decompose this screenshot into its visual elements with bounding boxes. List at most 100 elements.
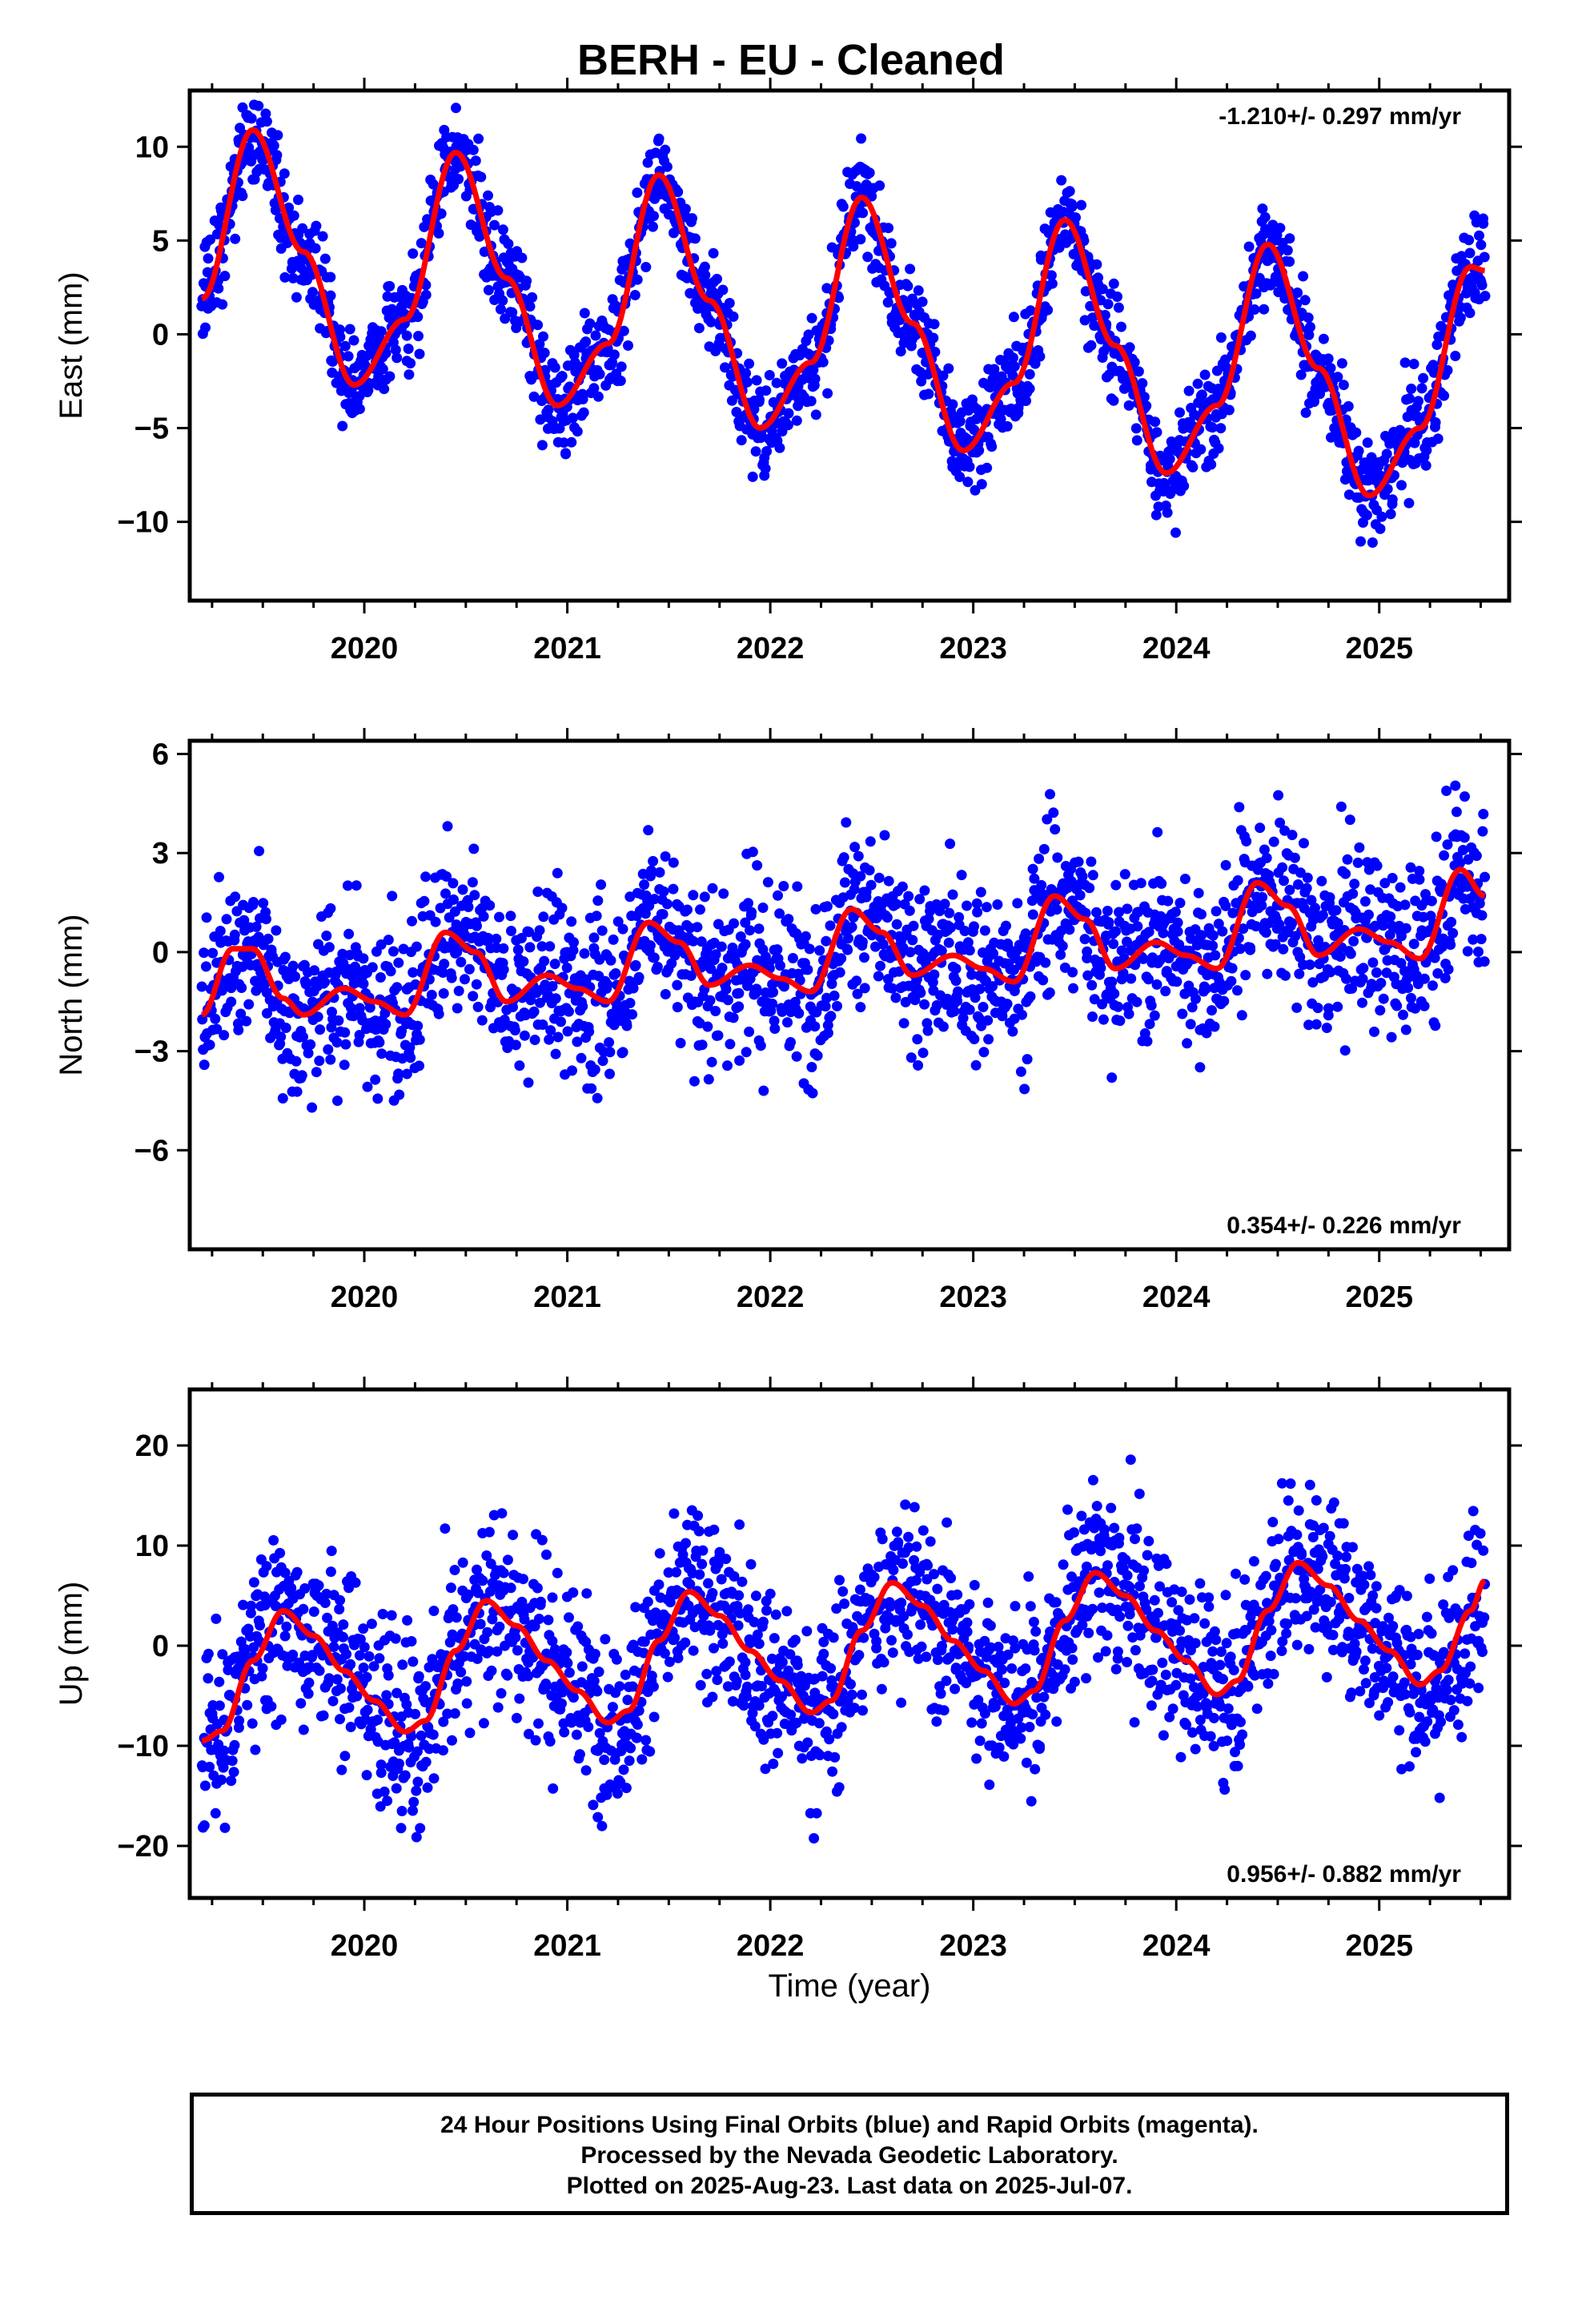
data-point xyxy=(448,1604,459,1615)
data-point xyxy=(673,187,684,198)
data-point xyxy=(1020,928,1031,939)
data-point xyxy=(705,316,717,328)
data-point xyxy=(402,1614,413,1626)
data-point xyxy=(588,1675,600,1687)
data-point xyxy=(1123,400,1134,411)
data-point xyxy=(1206,459,1217,470)
data-point xyxy=(477,1575,488,1586)
data-point xyxy=(314,1055,325,1067)
data-point xyxy=(758,1085,769,1096)
data-point xyxy=(391,1687,403,1699)
data-point xyxy=(396,1823,407,1834)
data-point xyxy=(750,1590,761,1602)
data-point xyxy=(1068,983,1078,994)
data-point xyxy=(235,1008,247,1019)
data-point xyxy=(393,957,404,968)
data-point xyxy=(412,1746,423,1757)
data-point xyxy=(592,1686,603,1697)
data-point xyxy=(414,1060,424,1072)
data-point xyxy=(1024,383,1035,394)
data-point xyxy=(1441,786,1452,796)
data-point xyxy=(498,964,509,975)
data-point xyxy=(1386,1031,1397,1043)
data-point xyxy=(1034,351,1046,362)
data-point xyxy=(745,925,755,936)
data-point xyxy=(1459,832,1470,843)
data-point xyxy=(1395,958,1407,969)
data-point xyxy=(777,1657,788,1667)
data-point xyxy=(1098,1014,1109,1025)
data-point xyxy=(268,1534,279,1546)
data-point xyxy=(946,922,956,933)
data-point xyxy=(648,855,659,866)
data-point xyxy=(733,1590,745,1601)
data-point xyxy=(954,911,965,923)
data-point xyxy=(1292,287,1303,298)
data-point xyxy=(518,1574,528,1585)
data-point xyxy=(724,298,735,308)
data-point xyxy=(1124,342,1135,353)
data-point xyxy=(440,1523,451,1534)
data-point xyxy=(524,942,536,953)
data-point xyxy=(648,211,659,222)
data-point xyxy=(307,287,318,298)
data-point xyxy=(701,1668,713,1679)
data-point xyxy=(335,1714,345,1725)
data-point xyxy=(740,1670,751,1680)
data-point xyxy=(1133,366,1144,377)
data-point xyxy=(1275,817,1286,828)
data-point xyxy=(1223,404,1235,416)
data-point xyxy=(1298,271,1309,282)
data-point xyxy=(572,426,583,437)
data-point xyxy=(1150,509,1162,521)
data-point xyxy=(214,871,224,883)
data-point xyxy=(1457,845,1468,855)
data-point xyxy=(319,976,331,987)
data-point xyxy=(1291,1002,1303,1013)
data-point xyxy=(787,953,798,963)
data-point xyxy=(1318,333,1329,344)
data-point xyxy=(1278,943,1289,955)
data-point xyxy=(1238,923,1249,935)
data-point xyxy=(806,312,817,324)
data-point xyxy=(1348,935,1359,947)
data-point xyxy=(219,1745,230,1756)
data-point xyxy=(199,1820,210,1831)
data-point xyxy=(743,898,753,909)
data-point xyxy=(622,1695,633,1706)
x-tick-label: 2022 xyxy=(737,632,805,665)
data-point xyxy=(919,999,930,1010)
data-point xyxy=(1375,978,1387,988)
data-point xyxy=(660,144,671,155)
data-point xyxy=(428,1729,439,1740)
data-point xyxy=(430,916,441,927)
data-point xyxy=(820,1001,831,1012)
data-point xyxy=(382,1795,393,1807)
data-point xyxy=(772,1727,783,1739)
data-point xyxy=(511,1712,522,1723)
data-point xyxy=(549,1644,560,1655)
data-point xyxy=(444,1637,456,1648)
data-point xyxy=(509,1025,520,1035)
data-point xyxy=(761,385,772,396)
data-point xyxy=(770,1609,781,1620)
data-point xyxy=(390,344,401,356)
data-point xyxy=(556,903,568,914)
data-point xyxy=(681,1538,691,1549)
data-point xyxy=(505,911,516,922)
data-point xyxy=(833,292,845,304)
data-point xyxy=(210,1013,221,1024)
data-point xyxy=(564,1667,575,1679)
data-point xyxy=(348,1011,359,1022)
data-point xyxy=(814,945,825,956)
data-point xyxy=(1073,856,1084,867)
data-point xyxy=(1403,393,1415,404)
data-point xyxy=(741,1681,753,1692)
data-point xyxy=(822,1027,833,1039)
data-point xyxy=(733,987,745,999)
x-tick-label: 2025 xyxy=(1345,632,1413,665)
data-point xyxy=(1398,1009,1408,1020)
data-point xyxy=(346,1003,356,1014)
data-point xyxy=(807,1088,818,1099)
y-tick-label: −6 xyxy=(135,1134,169,1168)
